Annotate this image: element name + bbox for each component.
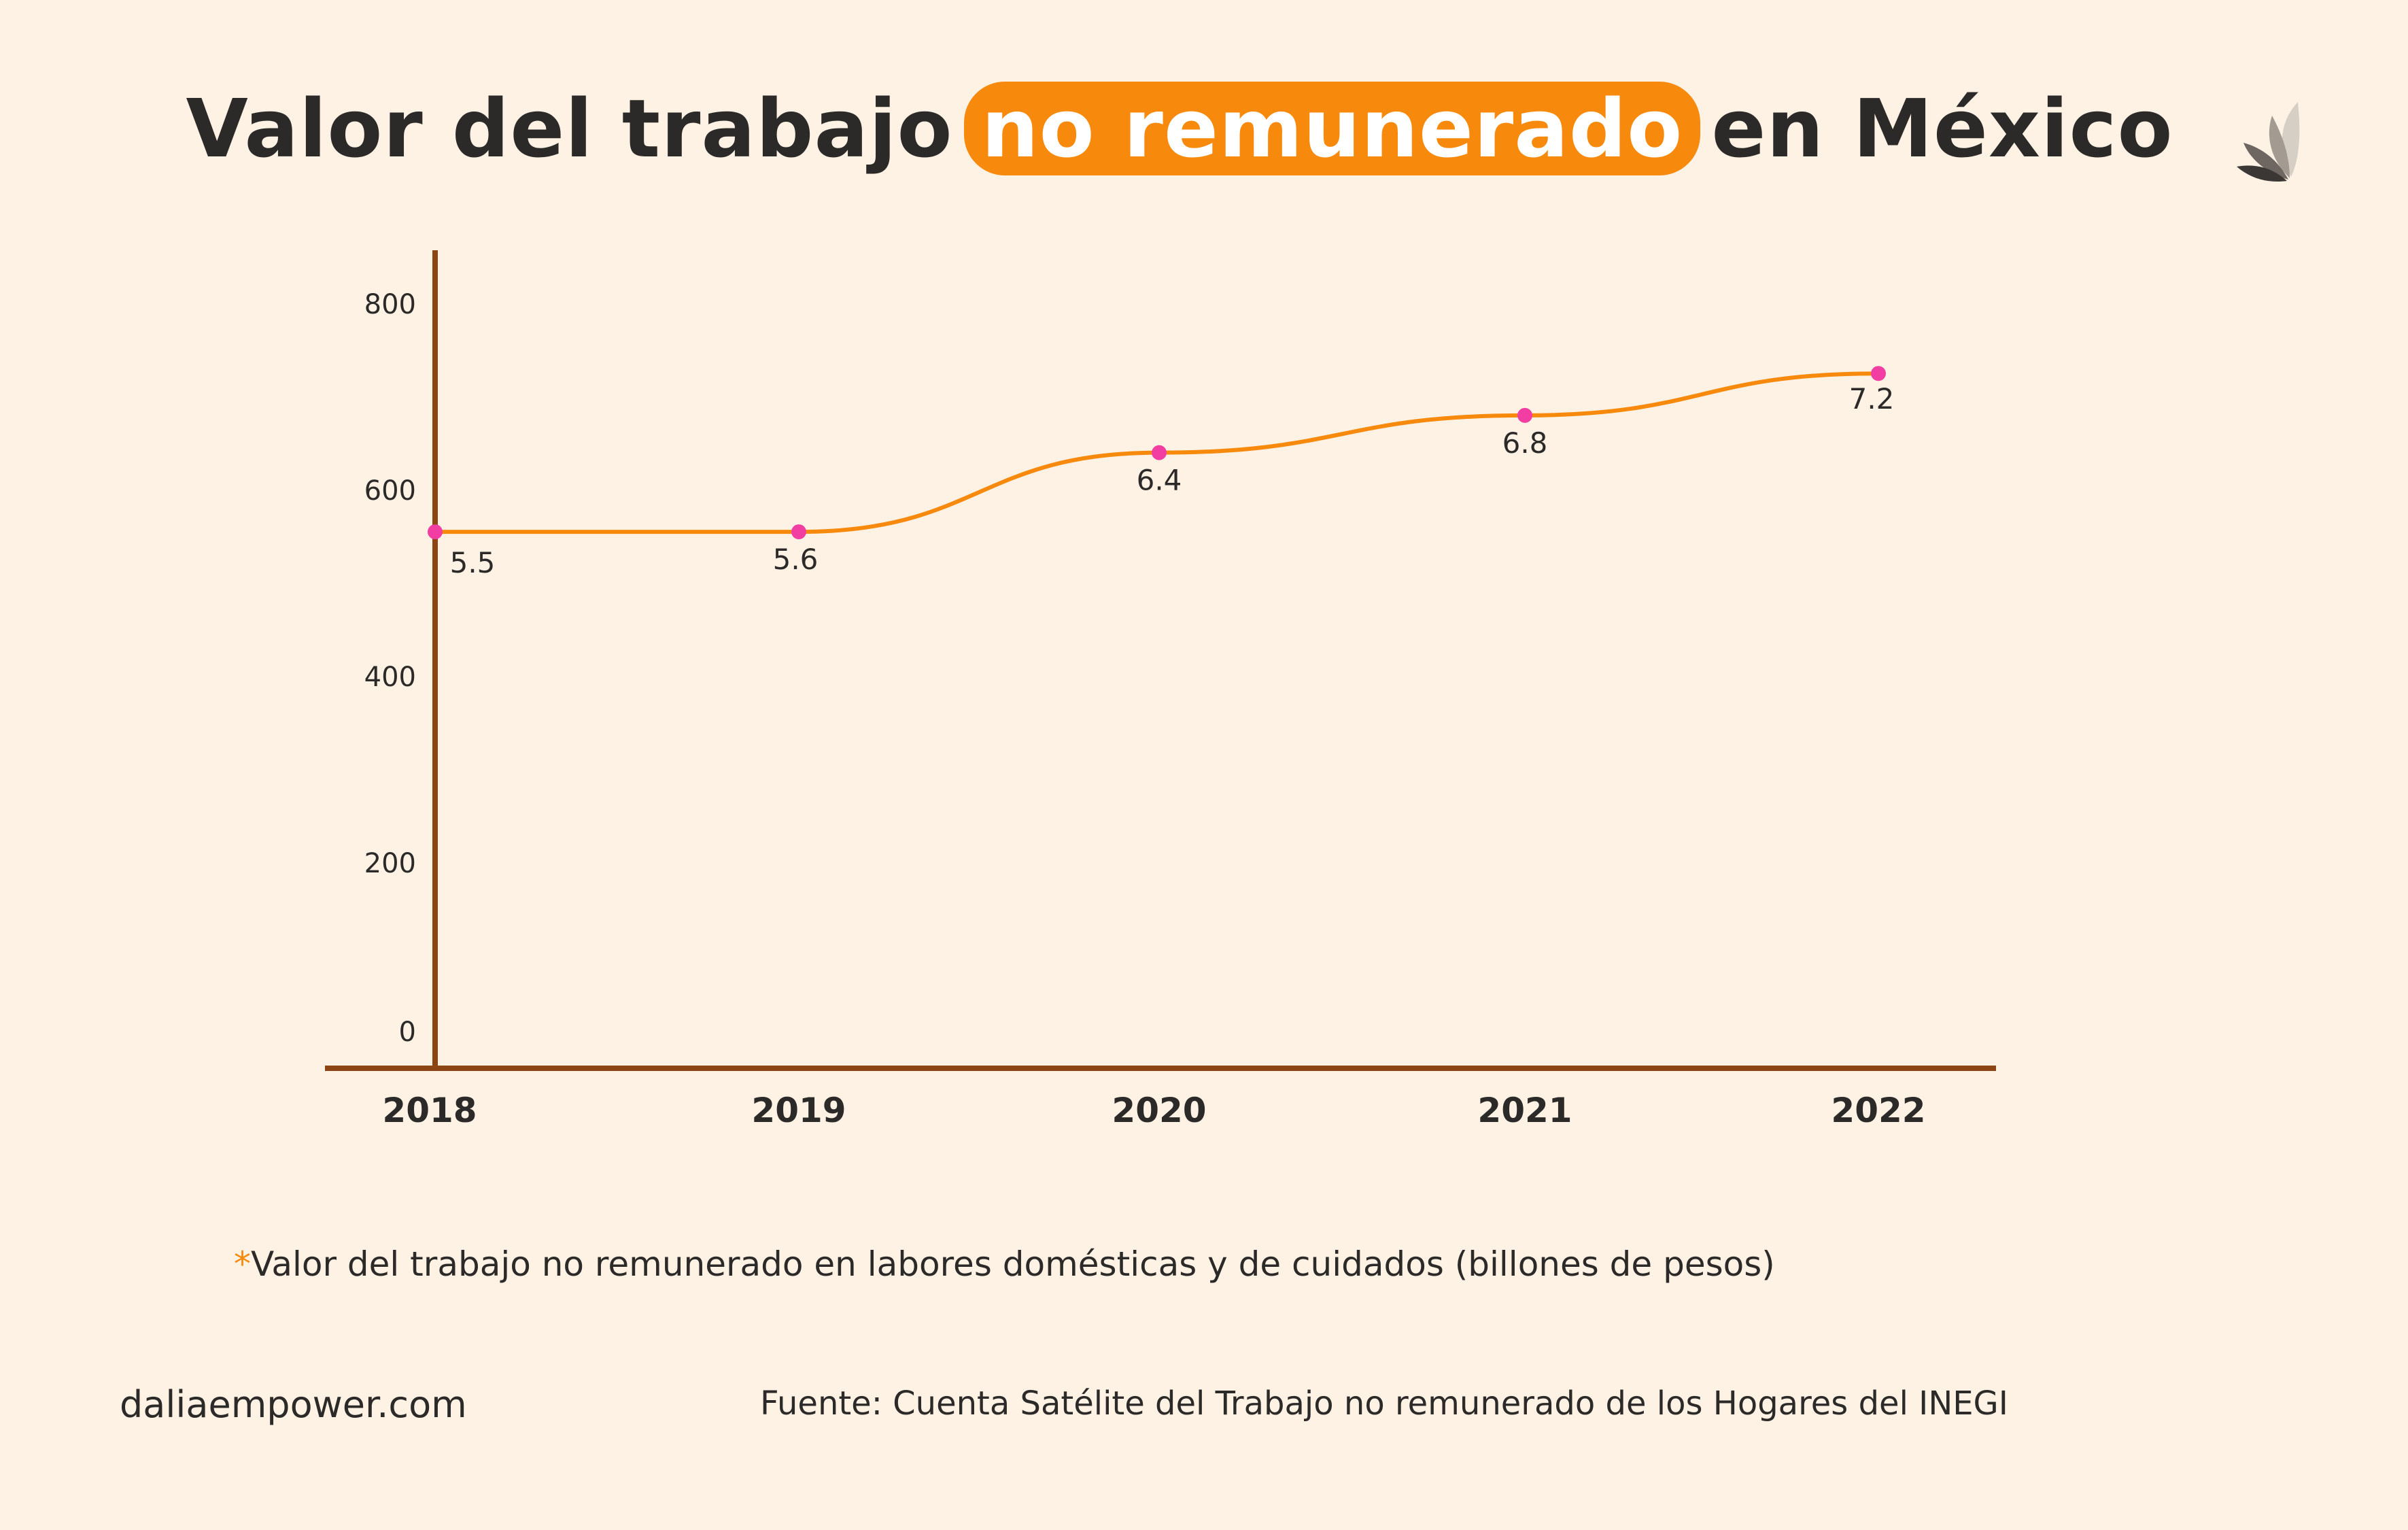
data-point xyxy=(1152,445,1167,460)
data-labels: 5.5 5.6 6.4 6.8 7.2 xyxy=(450,382,1895,579)
x-tick-label: 2020 xyxy=(1112,1091,1206,1130)
x-tick-label: 2018 xyxy=(382,1091,477,1130)
y-tick-label: 600 xyxy=(364,475,416,507)
title-part-2: en México xyxy=(1711,82,2173,175)
website-link[interactable]: daliaempower.com xyxy=(120,1383,467,1426)
data-label: 5.6 xyxy=(773,543,819,576)
x-axis-ticks: 2018 2019 2020 2021 2022 xyxy=(382,1091,1925,1130)
data-point xyxy=(791,524,806,540)
x-tick-label: 2021 xyxy=(1477,1091,1572,1130)
source-credit: Fuente: Cuenta Satélite del Trabajo no r… xyxy=(760,1384,2008,1423)
data-label: 6.4 xyxy=(1137,464,1182,497)
x-tick-label: 2022 xyxy=(1831,1091,1925,1130)
data-label: 6.8 xyxy=(1502,426,1548,460)
x-tick-label: 2019 xyxy=(751,1091,846,1130)
y-tick-label: 200 xyxy=(364,848,416,879)
y-tick-label: 0 xyxy=(399,1017,416,1048)
chart-title: Valor del trabajo no remunerado en México xyxy=(0,82,2359,175)
data-label: 7.2 xyxy=(1849,382,1895,415)
footnote: *Valor del trabajo no remunerado en labo… xyxy=(234,1244,1775,1284)
footnote-asterisk: * xyxy=(234,1244,251,1284)
data-point xyxy=(1517,407,1532,423)
leaf-fan-icon xyxy=(2237,102,2300,182)
y-axis-ticks: 0 200 400 600 800 xyxy=(364,289,416,1048)
data-point xyxy=(428,524,443,540)
y-tick-label: 800 xyxy=(364,289,416,320)
data-point xyxy=(1871,366,1886,381)
data-label: 5.5 xyxy=(450,546,496,579)
title-highlight: no remunerado xyxy=(963,82,1701,175)
footnote-text: Valor del trabajo no remunerado en labor… xyxy=(251,1244,1775,1284)
series-line xyxy=(435,371,1879,534)
data-points xyxy=(428,366,1886,540)
title-part-1: Valor del trabajo xyxy=(186,82,953,175)
y-tick-label: 400 xyxy=(364,662,416,693)
